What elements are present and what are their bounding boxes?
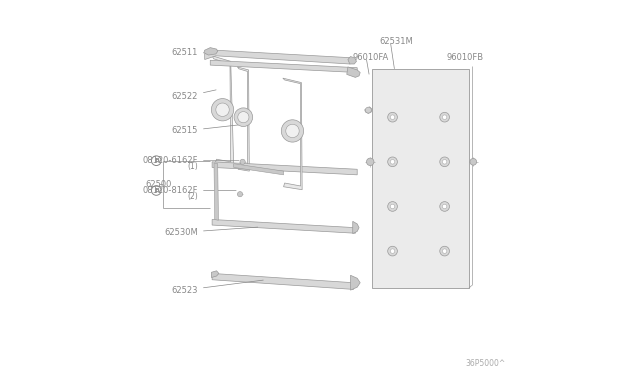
Circle shape	[365, 107, 371, 113]
Polygon shape	[365, 107, 372, 113]
Polygon shape	[211, 271, 219, 278]
Polygon shape	[204, 48, 218, 55]
Text: 62511: 62511	[172, 48, 221, 57]
Circle shape	[440, 246, 449, 256]
Text: 62530M: 62530M	[164, 227, 258, 237]
Polygon shape	[351, 275, 360, 290]
Polygon shape	[214, 163, 218, 220]
Circle shape	[390, 249, 395, 253]
Circle shape	[442, 204, 447, 209]
Polygon shape	[283, 78, 302, 190]
Polygon shape	[212, 273, 353, 289]
Circle shape	[286, 124, 299, 138]
Circle shape	[367, 158, 374, 166]
Polygon shape	[212, 219, 355, 233]
Circle shape	[216, 103, 229, 116]
Polygon shape	[353, 221, 359, 234]
Text: 08120-6162F: 08120-6162F	[143, 156, 239, 165]
Circle shape	[234, 108, 253, 126]
Text: 96010FA: 96010FA	[353, 53, 389, 62]
Polygon shape	[234, 164, 284, 175]
Circle shape	[442, 160, 447, 164]
Text: 36P5000^: 36P5000^	[465, 359, 505, 368]
Text: 62515: 62515	[172, 125, 238, 135]
Circle shape	[390, 204, 395, 209]
Text: B: B	[154, 158, 159, 163]
Text: 62522: 62522	[172, 90, 216, 101]
Circle shape	[390, 160, 395, 164]
Polygon shape	[347, 67, 360, 77]
Polygon shape	[348, 57, 356, 64]
Circle shape	[440, 112, 449, 122]
Circle shape	[388, 246, 397, 256]
Circle shape	[388, 202, 397, 211]
Text: 62531M: 62531M	[380, 37, 413, 46]
Circle shape	[237, 192, 243, 197]
Circle shape	[442, 115, 447, 119]
Text: B: B	[154, 188, 159, 193]
Polygon shape	[372, 69, 468, 288]
Circle shape	[388, 112, 397, 122]
Text: (2): (2)	[188, 192, 198, 201]
Polygon shape	[212, 56, 234, 166]
Circle shape	[442, 249, 447, 253]
Polygon shape	[211, 60, 357, 73]
Polygon shape	[237, 67, 250, 171]
Polygon shape	[205, 50, 353, 64]
Circle shape	[390, 115, 395, 119]
Circle shape	[282, 120, 303, 142]
Text: 62500: 62500	[145, 180, 172, 189]
Circle shape	[238, 112, 249, 123]
Text: 62523: 62523	[172, 280, 263, 295]
Circle shape	[440, 202, 449, 211]
Polygon shape	[212, 162, 357, 175]
Text: 96010FB: 96010FB	[447, 53, 484, 62]
Circle shape	[388, 157, 397, 167]
Circle shape	[240, 159, 245, 164]
Circle shape	[211, 99, 234, 121]
Text: (1): (1)	[188, 162, 198, 171]
Text: 08120-8162F: 08120-8162F	[143, 186, 236, 195]
Circle shape	[470, 158, 477, 165]
Circle shape	[440, 157, 449, 167]
